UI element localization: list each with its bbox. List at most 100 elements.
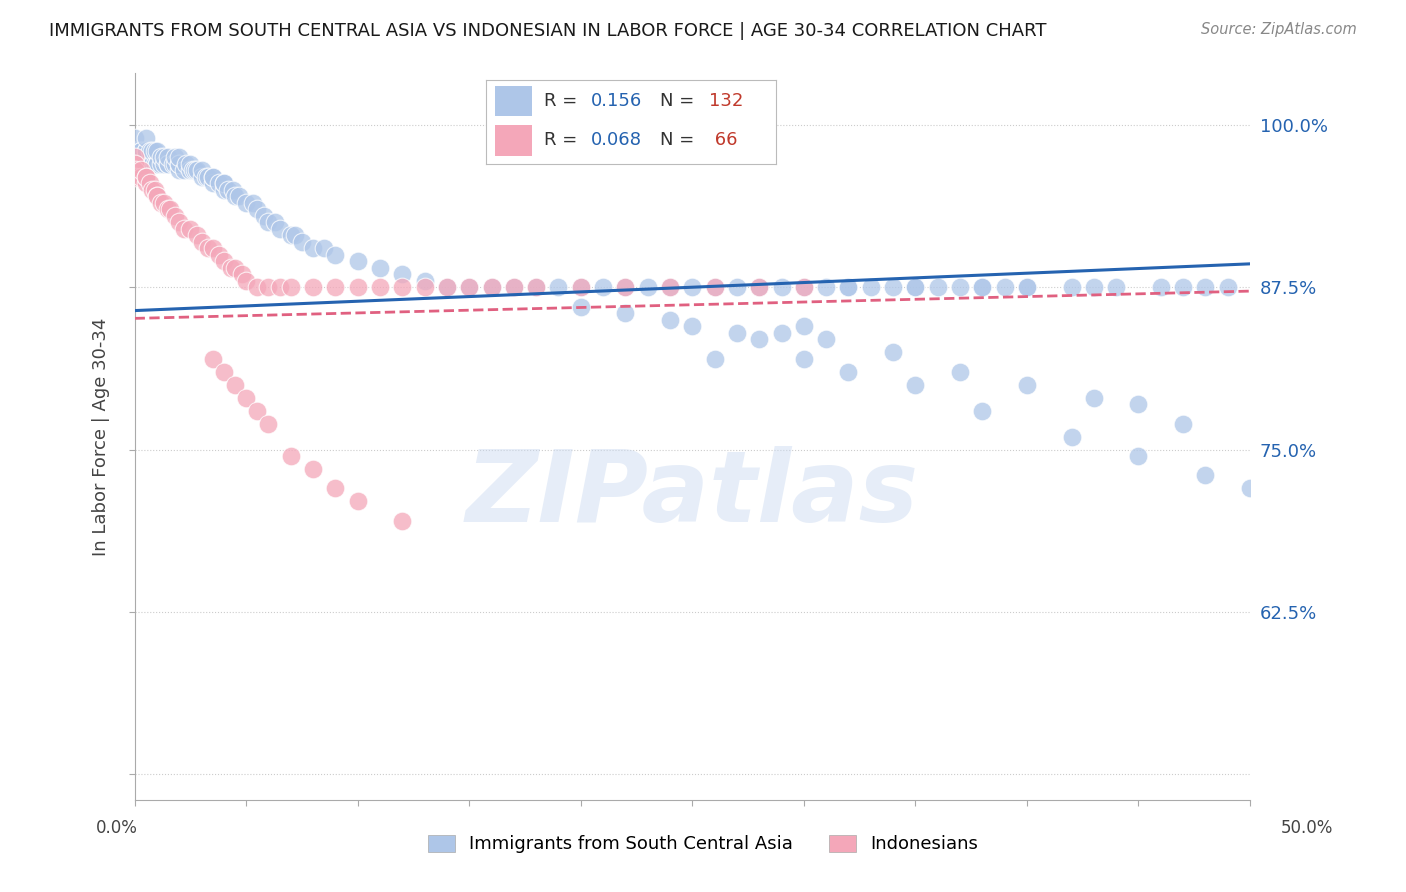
- Point: [212, 177, 235, 191]
- Point: [770, 280, 793, 294]
- Point: [1083, 391, 1105, 405]
- Point: [904, 280, 927, 294]
- Point: [837, 280, 859, 294]
- Point: [181, 163, 204, 178]
- Y-axis label: In Labor Force | Age 30-34: In Labor Force | Age 30-34: [93, 318, 110, 556]
- Point: [346, 494, 368, 508]
- Point: [269, 280, 291, 294]
- Point: [725, 280, 748, 294]
- Point: [972, 403, 994, 417]
- Point: [524, 280, 547, 294]
- Point: [150, 150, 173, 164]
- Point: [143, 144, 166, 158]
- Point: [904, 280, 927, 294]
- Point: [972, 280, 994, 294]
- Point: [793, 280, 815, 294]
- Point: [124, 169, 146, 184]
- Point: [368, 280, 391, 294]
- Point: [502, 280, 524, 294]
- Point: [124, 157, 146, 171]
- Point: [927, 280, 949, 294]
- Point: [592, 280, 614, 294]
- Point: [659, 312, 682, 326]
- Point: [246, 403, 269, 417]
- Point: [186, 228, 208, 243]
- Point: [201, 169, 224, 184]
- Point: [197, 241, 219, 255]
- Point: [146, 157, 169, 171]
- Point: [904, 377, 927, 392]
- Point: [157, 157, 180, 171]
- Point: [135, 169, 157, 184]
- Point: [837, 365, 859, 379]
- Point: [208, 248, 231, 262]
- Point: [157, 202, 180, 217]
- Point: [703, 351, 725, 366]
- Point: [131, 144, 153, 158]
- Point: [770, 326, 793, 340]
- Point: [173, 163, 195, 178]
- Point: [146, 157, 169, 171]
- Point: [146, 189, 169, 203]
- Point: [235, 274, 257, 288]
- Point: [135, 144, 157, 158]
- Point: [163, 209, 186, 223]
- Text: Source: ZipAtlas.com: Source: ZipAtlas.com: [1201, 22, 1357, 37]
- Point: [167, 215, 190, 229]
- Point: [135, 131, 157, 145]
- Point: [725, 326, 748, 340]
- Point: [131, 157, 153, 171]
- Point: [1060, 429, 1083, 443]
- Point: [994, 280, 1017, 294]
- Point: [174, 157, 197, 171]
- Point: [124, 157, 146, 171]
- Point: [173, 221, 195, 235]
- Point: [143, 183, 166, 197]
- Legend: Immigrants from South Central Asia, Indonesians: Immigrants from South Central Asia, Indo…: [420, 828, 986, 861]
- Point: [391, 514, 413, 528]
- Point: [179, 163, 201, 178]
- Point: [157, 157, 180, 171]
- Point: [235, 391, 257, 405]
- Point: [141, 157, 163, 171]
- Point: [124, 157, 146, 171]
- Point: [284, 228, 307, 243]
- Point: [167, 157, 190, 171]
- Point: [212, 177, 235, 191]
- Point: [703, 280, 725, 294]
- Point: [219, 260, 242, 275]
- Point: [186, 163, 208, 178]
- Point: [163, 150, 186, 164]
- Point: [659, 280, 682, 294]
- Point: [246, 280, 269, 294]
- Point: [837, 280, 859, 294]
- Point: [703, 280, 725, 294]
- Point: [614, 280, 637, 294]
- Point: [859, 280, 882, 294]
- Point: [222, 183, 245, 197]
- Point: [1150, 280, 1173, 294]
- Point: [280, 449, 302, 463]
- Point: [1171, 280, 1194, 294]
- Point: [291, 235, 314, 249]
- Point: [949, 365, 972, 379]
- Point: [201, 241, 224, 255]
- Point: [146, 144, 169, 158]
- Point: [1171, 417, 1194, 431]
- Text: IMMIGRANTS FROM SOUTH CENTRAL ASIA VS INDONESIAN IN LABOR FORCE | AGE 30-34 CORR: IMMIGRANTS FROM SOUTH CENTRAL ASIA VS IN…: [49, 22, 1046, 40]
- Point: [157, 150, 180, 164]
- Point: [391, 280, 413, 294]
- Point: [1015, 280, 1038, 294]
- Point: [748, 280, 770, 294]
- Point: [882, 280, 904, 294]
- Point: [1060, 280, 1083, 294]
- Point: [257, 215, 280, 229]
- Point: [159, 202, 181, 217]
- Point: [458, 280, 481, 294]
- Point: [150, 157, 173, 171]
- Text: ZIPatlas: ZIPatlas: [465, 446, 920, 543]
- Point: [224, 189, 246, 203]
- Point: [1194, 280, 1216, 294]
- Point: [167, 150, 190, 164]
- Point: [793, 319, 815, 334]
